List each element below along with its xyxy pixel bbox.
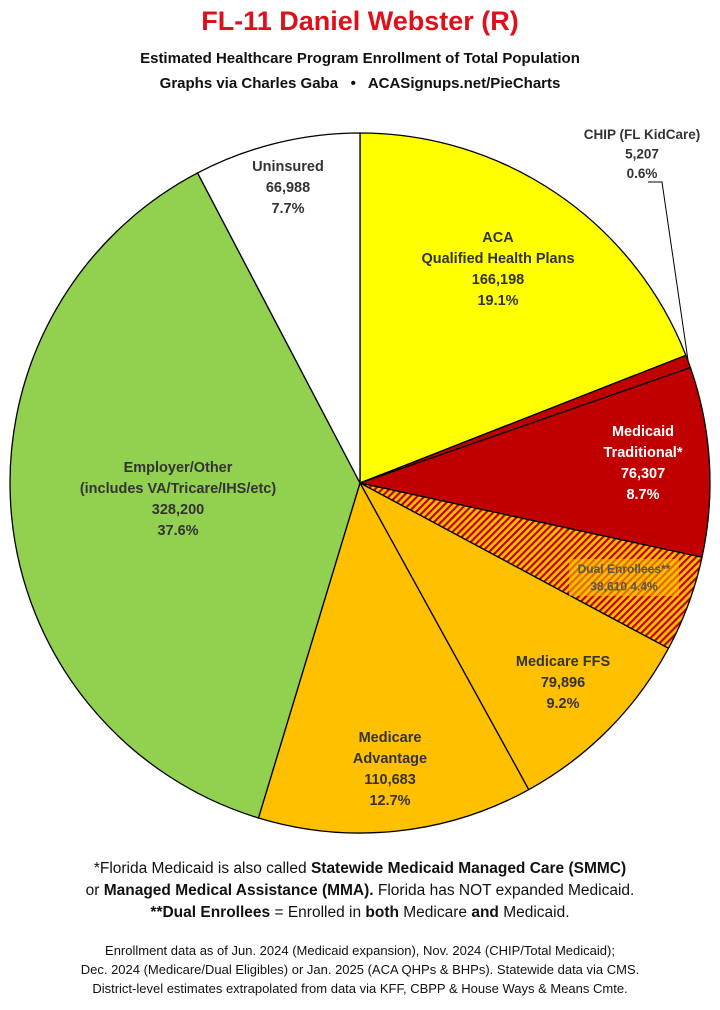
slice-label-uninsured: Uninsured 66,988 7.7%	[252, 159, 324, 217]
slice-label-medicare: Medicare Advantage 110,683 12.7%	[353, 730, 427, 809]
footnote-bold: and	[471, 904, 499, 921]
slice-label-line: 0.6%	[627, 166, 658, 181]
credit-url: ACASignups.net/PieCharts	[367, 75, 561, 92]
pie-slices	[9, 132, 711, 834]
source-line-1: Enrollment data as of Jun. 2024 (Medicai…	[105, 943, 615, 958]
chip-leader-line	[648, 181, 689, 362]
slice-label-dual-enrollees: Dual Enrollees** 38,610 4.4%	[578, 562, 671, 593]
slice-label-line: 7.7%	[271, 201, 304, 217]
slice-label-line: 9.2%	[546, 696, 579, 712]
footnote-line-3: **Dual Enrollees = Enrolled in both Medi…	[0, 904, 720, 922]
page-title: FL-11 Daniel Webster (R)	[201, 6, 519, 36]
pie-slice-medicaid	[359, 366, 711, 558]
slice-label-line: Medicare FFS	[516, 654, 611, 670]
slice-label-line: Advantage	[353, 751, 427, 767]
slice-label-line: Traditional*	[604, 445, 683, 461]
footnote-bold: **Dual Enrollees	[150, 904, 271, 921]
slice-label-line: 19.1%	[477, 293, 518, 309]
pie-slice-medicare	[257, 482, 530, 834]
slice-label-line: 8.7%	[626, 487, 659, 503]
slice-label-line: 38,610 4.4%	[590, 579, 658, 593]
slice-label-line: 110,683	[364, 772, 416, 788]
pie-slice-employer-other	[9, 172, 361, 819]
slice-label-line: CHIP (FL KidCare)	[584, 127, 701, 142]
slice-label-medicare-ffs: Medicare FFS 79,896 9.2%	[516, 654, 611, 712]
footnote-text: Florida has NOT expanded Medicaid.	[373, 882, 635, 899]
pie-slice-medicare-ffs	[359, 482, 670, 791]
slice-label-line: 5,207	[625, 147, 659, 162]
pie-slice-uninsured	[196, 132, 361, 484]
credit-bullet: •	[350, 75, 356, 92]
footnote-text: *Florida Medicaid is also called	[93, 860, 311, 877]
slice-label-line: ACA	[482, 230, 514, 246]
slice-label-line: (includes VA/Tricare/IHS/etc)	[80, 481, 277, 497]
footnote-text: Medicare	[398, 904, 472, 921]
slice-label-aca: ACA Qualified Health Plans 166,198 19.1%	[421, 230, 574, 309]
slice-label-line: Dual Enrollees**	[578, 562, 671, 576]
footnote-bold: both	[365, 904, 399, 921]
pie-labels: ACA Qualified Health Plans 166,198 19.1% CHI…	[80, 127, 700, 809]
footnote-line-2: or Managed Medical Assistance (MMA). Flo…	[0, 882, 720, 900]
footnote-bold: Managed Medical Assistance (MMA).	[103, 882, 374, 899]
slice-label-line: 12.7%	[369, 793, 410, 809]
slice-label-line: Qualified Health Plans	[421, 251, 574, 267]
slice-label-chip-fl-kidcare: CHIP (FL KidCare) 5,207 0.6%	[584, 127, 701, 181]
slice-label-line: Uninsured	[252, 159, 324, 175]
footnote-bold: Statewide Medicaid Managed Care (SMMC)	[310, 860, 627, 877]
source-line-2: Dec. 2024 (Medicare/Dual Eligibles) or J…	[80, 962, 640, 977]
footnote-line-1: *Florida Medicaid is also called Statewi…	[0, 860, 720, 878]
footnote-text: or	[85, 882, 104, 899]
slice-label-employer-other: Employer/Other (includes VA/Tricare/IHS/e…	[80, 460, 277, 539]
slice-label-line: 66,988	[266, 180, 310, 196]
slice-label-line: 328,200	[152, 502, 204, 518]
pie-slice-aca	[359, 132, 687, 484]
footnote-text: Medicaid.	[498, 904, 570, 921]
credit-line: Graphs via Charles Gaba • ACASignups.net…	[0, 75, 720, 92]
slice-label-line: Medicaid	[612, 424, 674, 440]
dual-enrollees-label-bg	[569, 559, 679, 596]
slice-label-medicaid: Medicaid Traditional* 76,307 8.7%	[604, 424, 683, 503]
slice-label-line: 76,307	[621, 466, 665, 482]
footnote-text: = Enrolled in	[270, 904, 366, 921]
slice-label-line: 37.6%	[157, 523, 198, 539]
chart-subtitle: Estimated Healthcare Program Enrollment …	[140, 50, 580, 67]
credit-author: Graphs via Charles Gaba	[159, 75, 339, 92]
slice-label-line: 166,198	[472, 272, 524, 288]
slice-label-line: Medicare	[359, 730, 422, 746]
slice-label-line: Employer/Other	[124, 460, 233, 476]
slice-label-line: 79,896	[541, 675, 585, 691]
source-line-3: District-level estimates extrapolated fr…	[92, 981, 628, 996]
